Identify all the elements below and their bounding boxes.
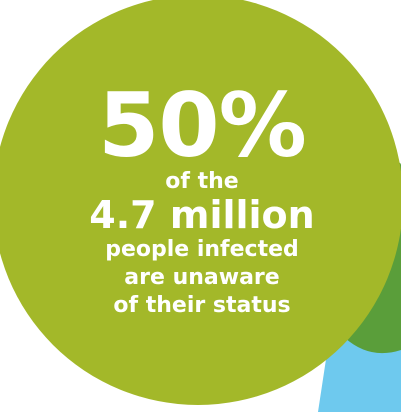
- stat-percent: 50%: [98, 74, 307, 177]
- stat-of-the: of the: [165, 169, 239, 194]
- stat-people-infected: people infected: [105, 237, 299, 262]
- stat-are-unaware: are unaware: [124, 265, 280, 290]
- stat-text: 50% of the 4.7 million people infected a…: [45, 78, 359, 320]
- stat-their-status: of their status: [113, 293, 291, 318]
- stat-million: 4.7 million: [89, 193, 315, 237]
